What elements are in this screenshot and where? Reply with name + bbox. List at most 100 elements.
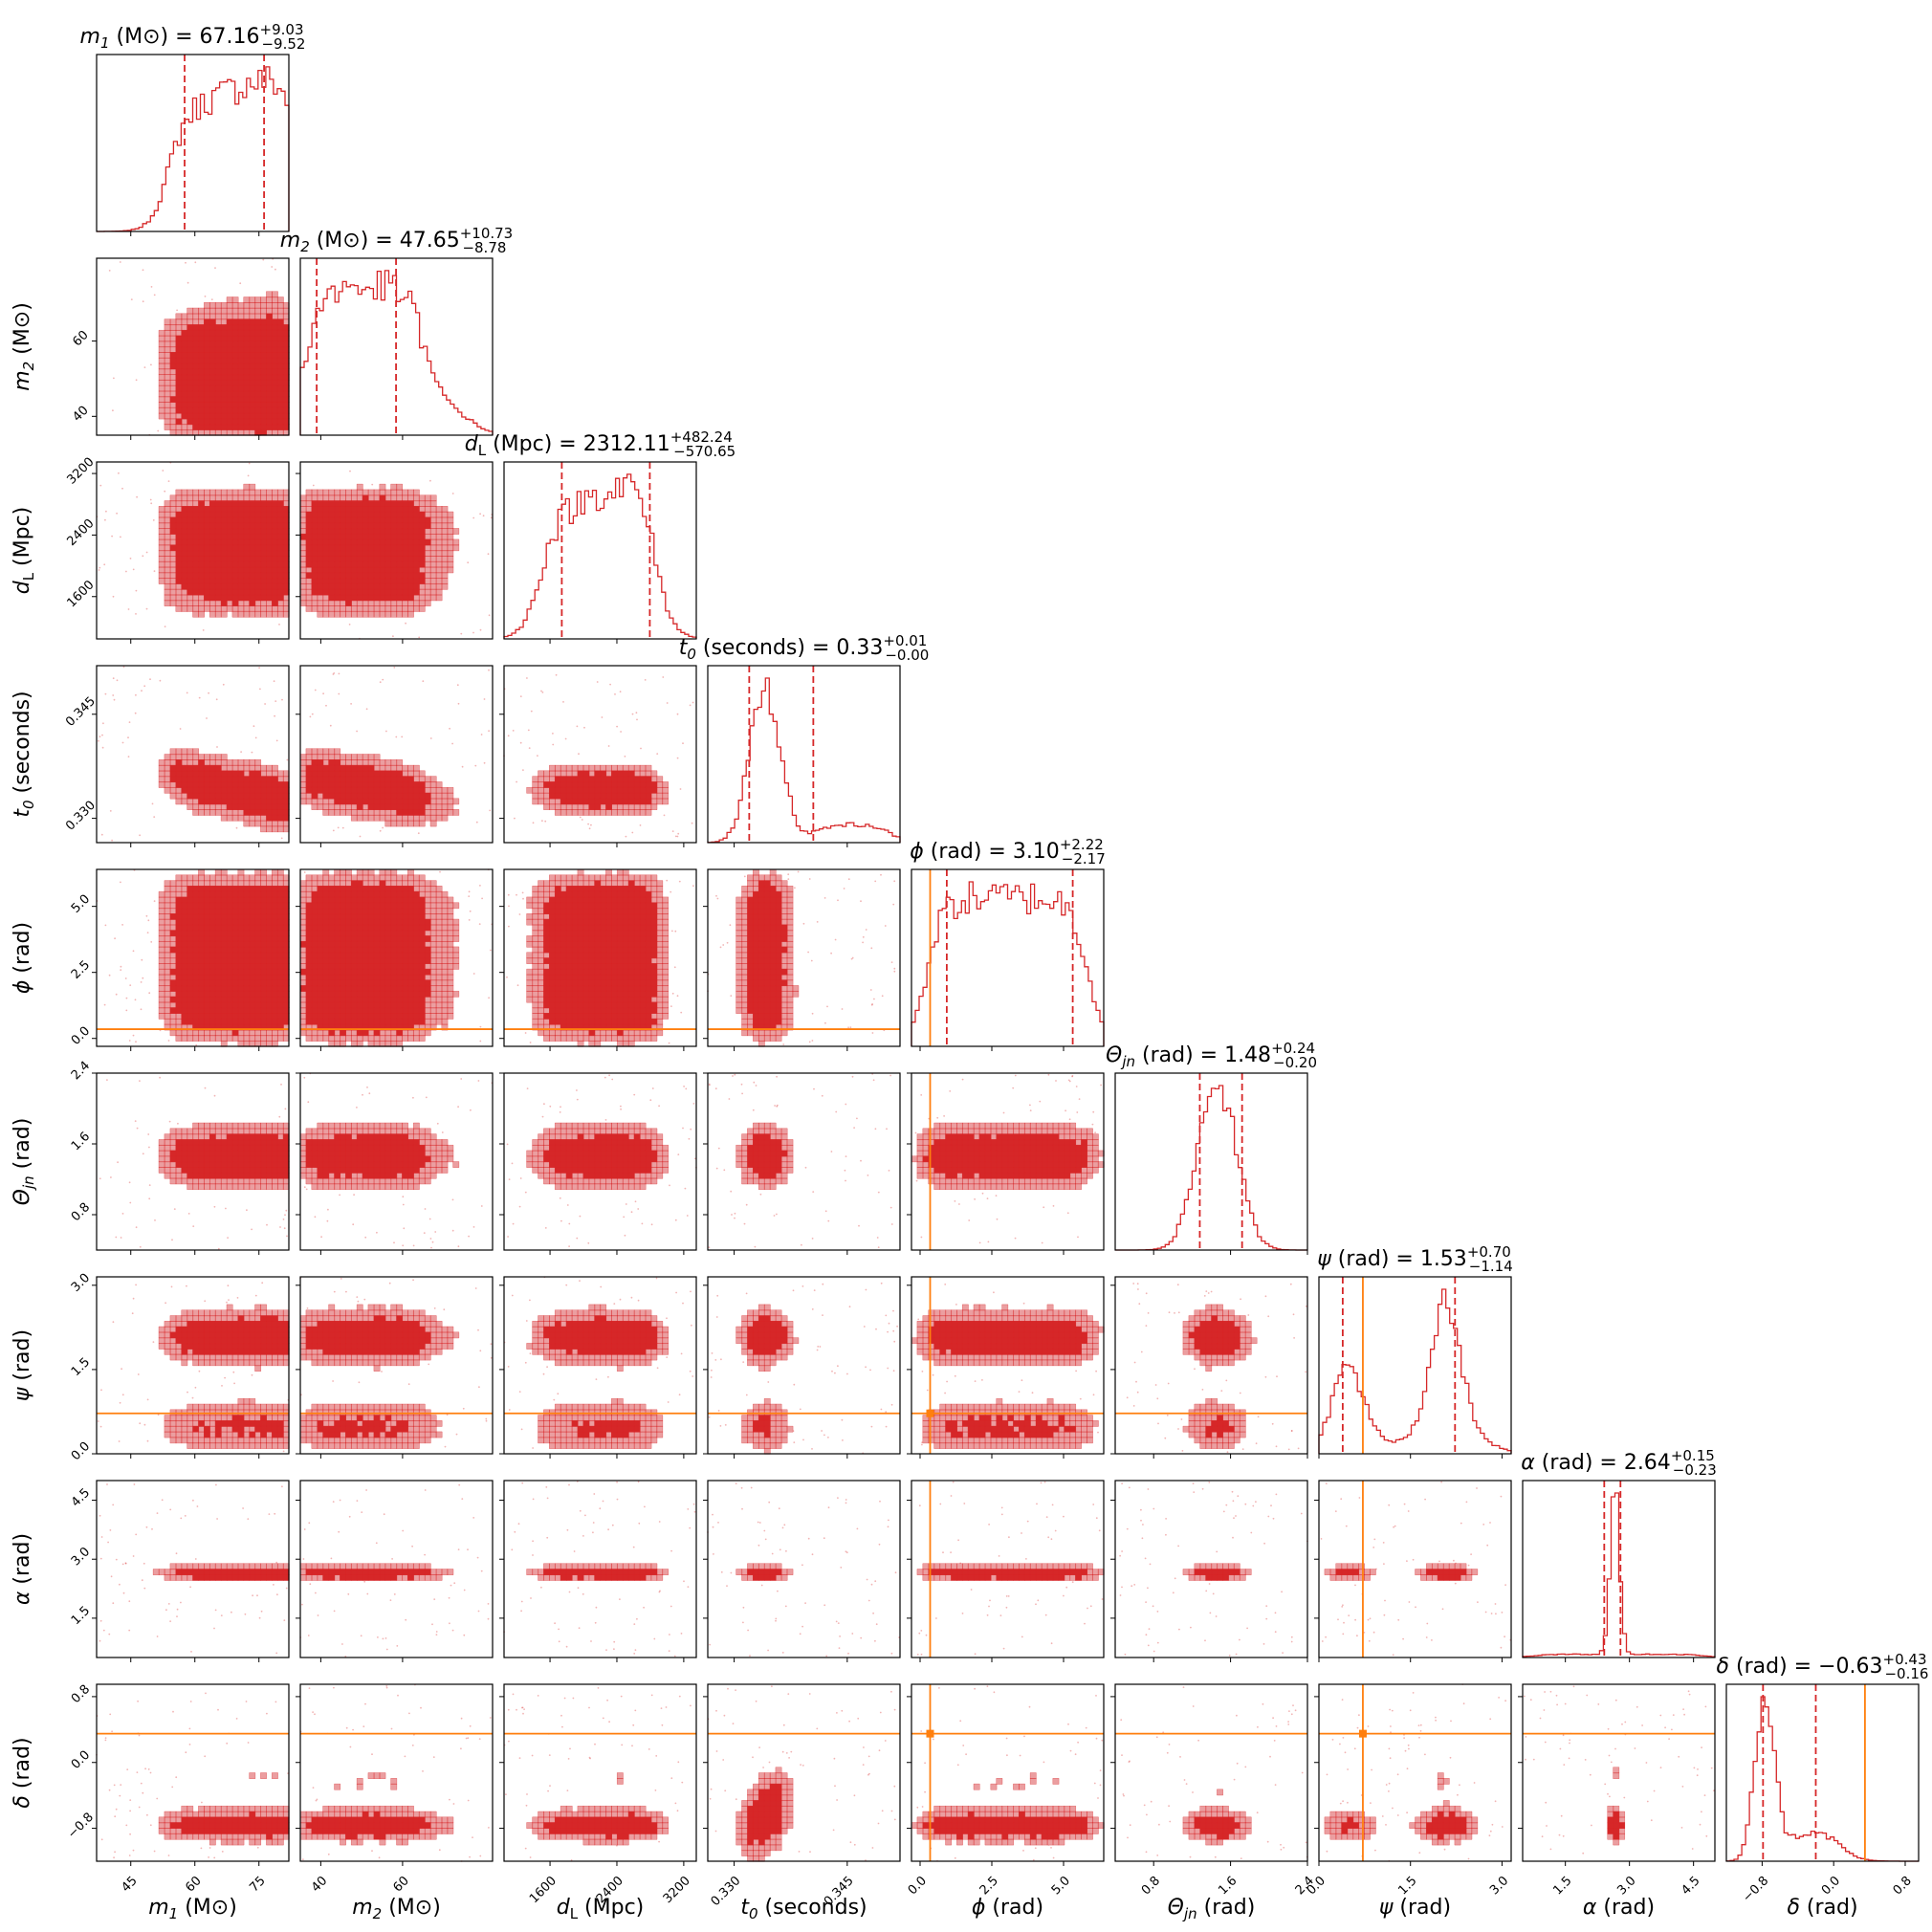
contour-panel-theta-delta: 0.8 1.6 2.4 — [1110, 1683, 1317, 1898]
x-tick-label: 2.5 — [977, 1874, 1001, 1898]
contour-panel-m1-dL: 1600 2400 3200 — [65, 455, 290, 644]
y-tick-label: 5.0 — [69, 892, 93, 916]
label-symbol: m — [148, 1896, 168, 1920]
x-tick-label: 60 — [183, 1874, 204, 1895]
hist-panel-m1: m1 (M⊙) = 67.16+9.03 −9.52 — [80, 21, 305, 236]
x-tick-label: 0.8 — [1891, 1874, 1915, 1898]
histogram-step — [299, 270, 494, 435]
label-unit: (rad) — [11, 1118, 34, 1176]
label-symbol: d — [557, 1896, 571, 1920]
y-tick-label: 1.6 — [69, 1130, 93, 1153]
panel-title: Θjn (rad) = 1.48+0.24 −0.20 — [1106, 1040, 1317, 1071]
y-tick-label: 0.8 — [69, 1200, 93, 1224]
y-axis-label-dL: dL (Mpc) — [11, 507, 37, 595]
panel-frame — [1114, 1276, 1308, 1455]
hist-panel-phi: ϕ (rad) = 3.10+2.22 −2.17 — [910, 836, 1106, 1051]
y-axis-label-theta: Θjn (rad) — [11, 1118, 37, 1206]
label-symbol: α — [11, 1591, 34, 1605]
label-symbol: t — [11, 808, 34, 818]
hist-panel-psi: ψ (rad) = 1.53+0.70 −1.14 — [1317, 1243, 1513, 1459]
y-tick-label: 0.0 — [69, 1748, 93, 1772]
x-axis-label-delta: δ (rad) — [1787, 1896, 1857, 1920]
panel-frame — [707, 1480, 901, 1658]
contour-panel-m2-delta: 40 60 — [296, 1683, 494, 1895]
panel-title: dL (Mpc) = 2312.11+482.24 −570.65 — [465, 428, 735, 460]
y-axis-label-delta: δ (rad) — [11, 1737, 34, 1808]
injection-marker — [926, 1729, 934, 1738]
contour-panel-dL-phi — [499, 868, 697, 1051]
x-axis-label-theta: Θjn (rad) — [1168, 1896, 1256, 1922]
x-tick-label: 1.5 — [1550, 1874, 1574, 1898]
panel-title: m2 (M⊙) = 47.65+10.73 −8.78 — [280, 225, 513, 256]
x-tick-label: 0.0 — [1819, 1874, 1843, 1898]
contour-panel-t0-delta: 0.330 0.345 — [703, 1683, 901, 1909]
label-unit: (M⊙) — [11, 302, 34, 362]
x-axis-label-alpha: α (rad) — [1583, 1896, 1655, 1920]
panel-frame — [1114, 1683, 1308, 1862]
label-subscript: 2 — [373, 1905, 383, 1922]
panel-frame — [503, 665, 697, 844]
y-tick-label: 0.330 — [63, 799, 99, 834]
y-tick-label: 3.0 — [69, 1271, 93, 1295]
y-tick-label: 1.5 — [69, 1355, 93, 1379]
panel-frame — [1114, 1480, 1308, 1658]
panel-frame — [96, 1072, 290, 1251]
panel-frame — [707, 868, 901, 1047]
y-tick-label: 0.345 — [63, 694, 99, 730]
panel-frame — [707, 1072, 901, 1251]
label-subscript: L — [570, 1905, 579, 1922]
contour-panel-t0-psi — [703, 1276, 901, 1459]
y-tick-label: 2.5 — [69, 958, 93, 982]
label-subscript: 1 — [169, 1905, 179, 1922]
label-unit: (rad) — [11, 922, 34, 980]
x-tick-label: 1600 — [527, 1874, 560, 1906]
x-axis-label-t0: t0 (seconds) — [740, 1896, 867, 1922]
contour-panel-m2-phi — [296, 868, 494, 1051]
y-tick-label: 0.8 — [69, 1682, 93, 1706]
panel-frame — [1318, 1683, 1512, 1862]
label-unit: (rad) — [1800, 1896, 1858, 1920]
label-unit: (M⊙) — [382, 1896, 441, 1920]
panel-frame — [299, 665, 494, 844]
label-symbol: ϕ — [972, 1896, 986, 1920]
x-axis-label-m1: m1 (M⊙) — [148, 1896, 237, 1922]
label-symbol: Θ — [1168, 1896, 1184, 1920]
hist-panel-delta: δ (rad) = −0.63+0.43 −0.16 −0.8 0.0 0.8 — [1717, 1651, 1929, 1905]
panel-frame — [911, 868, 1105, 1047]
panel-title: t0 (seconds) = 0.33+0.01 −0.00 — [679, 632, 930, 664]
contour-panel-t0-theta — [703, 1072, 901, 1255]
label-subscript: 2 — [20, 362, 37, 371]
y-tick-label: 1.5 — [69, 1604, 93, 1628]
label-symbol: ψ — [11, 1387, 34, 1401]
y-axis-label-phi: ϕ (rad) — [11, 922, 34, 994]
contour-panel-dL-t0 — [499, 665, 697, 847]
contour-panel-phi-psi — [907, 1276, 1105, 1459]
label-unit: (rad) — [985, 1896, 1043, 1920]
x-tick-label: 60 — [391, 1874, 412, 1895]
label-symbol: ϕ — [11, 980, 34, 995]
panel-frame — [911, 1276, 1105, 1455]
panel-frame — [1114, 1072, 1308, 1251]
hist-panel-m2: m2 (M⊙) = 47.65+10.73 −8.78 — [280, 225, 513, 440]
contour-panel-m1-t0: 0.330 0.345 — [63, 665, 290, 847]
label-subscript: 0 — [20, 800, 37, 809]
contour-panel-theta-alpha — [1110, 1480, 1308, 1662]
label-unit: (rad) — [1596, 1896, 1655, 1920]
x-tick-label: 40 — [309, 1874, 330, 1895]
panel-frame — [503, 1276, 697, 1455]
panel-frame — [707, 1683, 901, 1862]
x-axis-label-phi: ϕ (rad) — [972, 1896, 1043, 1920]
contour-panel-m2-alpha — [296, 1480, 494, 1662]
contour-panel-m1-delta: −0.8 0.0 0.8 45 60 75 — [65, 1682, 290, 1895]
panel-frame — [299, 1276, 494, 1455]
panel-frame — [503, 1480, 697, 1658]
contour-panel-dL-theta — [499, 1072, 697, 1255]
label-subscript: L — [20, 572, 37, 581]
label-unit: (seconds) — [758, 1896, 867, 1920]
panel-frame — [299, 461, 494, 640]
hist-panel-t0: t0 (seconds) = 0.33+0.01 −0.00 — [679, 632, 930, 847]
label-unit: (rad) — [11, 1329, 34, 1388]
panel-frame — [1318, 1480, 1512, 1658]
panel-frame — [299, 1072, 494, 1251]
contour-panel-dL-alpha — [499, 1480, 697, 1662]
